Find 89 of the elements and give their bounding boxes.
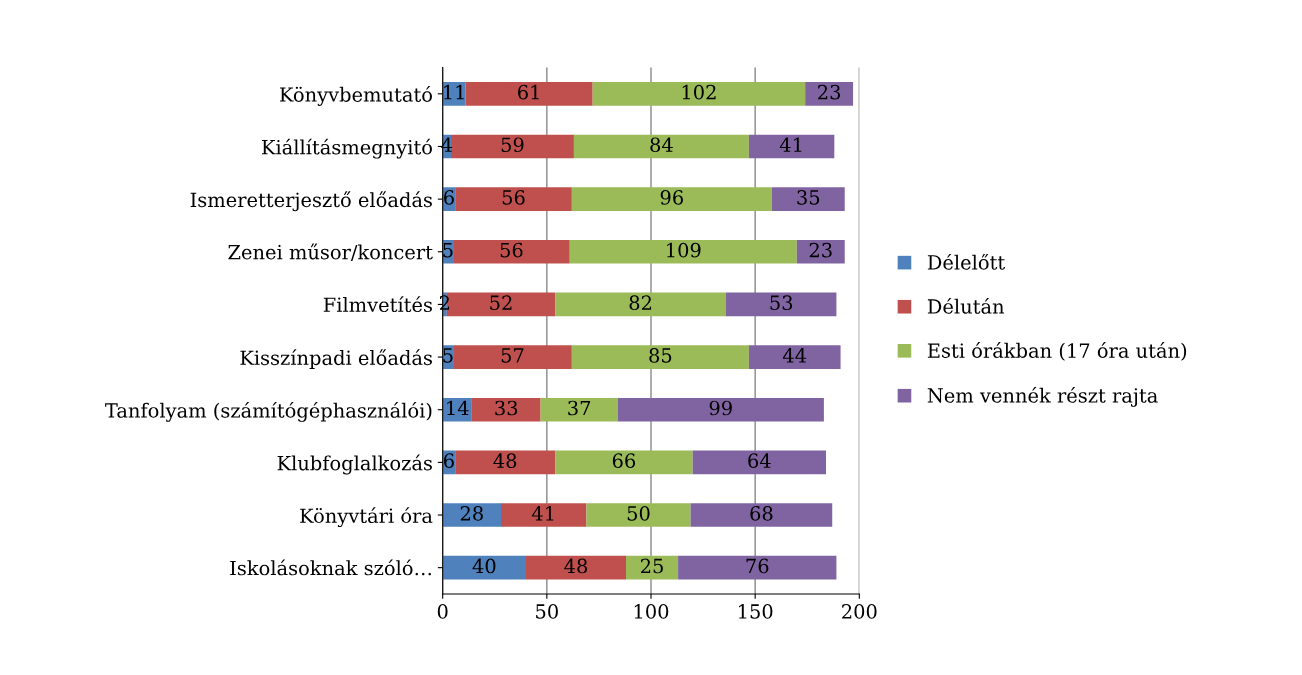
data-label: 28: [460, 505, 483, 521]
y-tick-label: Kisszínpadi előadás: [240, 349, 432, 369]
data-label: 64: [748, 453, 771, 469]
bar: [569, 239, 797, 264]
bar: [748, 134, 835, 159]
y-tick-label: Zenei műsor/koncert: [228, 243, 433, 261]
y-tick-label: Klubfoglalkozás: [277, 454, 432, 475]
data-label: 41: [531, 505, 554, 521]
bar: [453, 239, 570, 264]
data-label: 25: [640, 558, 663, 574]
bar: [471, 397, 541, 422]
y-tick-label: Filmvetítés: [323, 296, 432, 313]
bar: [748, 345, 841, 369]
data-label: 11: [444, 84, 464, 100]
data-label: 76: [746, 558, 769, 574]
x-tick-label: 100: [634, 604, 669, 619]
legend-label: Délután: [927, 297, 1005, 314]
data-label: 52: [490, 295, 512, 311]
y-tick-label: Könyvbemutató: [279, 86, 432, 106]
bar: [678, 555, 837, 580]
bar: [571, 345, 749, 369]
data-label: 85: [649, 348, 672, 363]
bar: [771, 187, 845, 211]
x-tick-label: 150: [738, 604, 773, 619]
data-label: 59: [501, 137, 524, 153]
data-label: 57: [501, 348, 524, 363]
bar: [455, 450, 556, 475]
x-tick-label: 50: [536, 604, 558, 619]
bar: [555, 292, 726, 317]
bar: [692, 450, 826, 475]
data-label: 41: [779, 137, 802, 152]
data-label: 14: [447, 400, 469, 416]
bar: [617, 397, 824, 422]
data-label: 44: [782, 348, 807, 363]
legend-label: Esti órákban (17 óra után): [927, 342, 1187, 361]
data-label: 96: [660, 190, 683, 205]
data-label: 84: [650, 137, 673, 153]
bar: [540, 397, 618, 422]
bar: [626, 555, 679, 580]
legend-label: Délelőtt: [927, 253, 1006, 270]
data-label: 61: [518, 84, 539, 100]
bar: [690, 503, 833, 527]
data-label: 35: [797, 190, 820, 205]
data-label: 66: [612, 453, 636, 469]
bar: [465, 81, 593, 106]
bar: [573, 134, 749, 159]
data-label: 5: [443, 348, 453, 363]
data-label: 53: [770, 295, 793, 311]
y-tick-label: Könyvtári óra: [300, 507, 433, 528]
y-tick-label: Kiállításmegnyitó: [262, 138, 432, 159]
data-label: 99: [709, 400, 732, 416]
bar: [571, 187, 772, 211]
bar: [453, 345, 572, 369]
bar: [586, 503, 691, 527]
data-label: 50: [627, 505, 650, 521]
data-label: 33: [495, 400, 518, 416]
data-label: 68: [750, 505, 773, 521]
data-label: 5: [443, 242, 453, 258]
bar: [442, 503, 502, 527]
data-label: 6: [444, 453, 454, 469]
bar: [501, 503, 587, 527]
bar: [726, 292, 837, 317]
x-tick-label: 0: [437, 604, 448, 619]
bar: [526, 555, 626, 580]
data-label: 40: [472, 558, 496, 574]
bar: [555, 450, 693, 475]
x-tick-label: 200: [842, 604, 877, 619]
y-tick-label: Iskolásoknak szóló…: [230, 559, 431, 576]
data-label: 82: [629, 295, 652, 311]
data-label: 102: [682, 84, 716, 100]
legend-label: Nem vennék részt rajta: [927, 386, 1158, 407]
data-label: 2: [439, 295, 450, 310]
bar: [455, 187, 572, 211]
bar: [796, 239, 845, 264]
y-tick-label: Tanfolyam (számítógéphasználói): [105, 401, 432, 422]
bar: [451, 134, 574, 159]
data-label: 48: [493, 453, 517, 469]
data-label: 6: [444, 190, 454, 205]
bar: [592, 81, 806, 106]
data-label: 48: [564, 558, 588, 574]
data-label: 23: [809, 242, 832, 258]
data-label: 109: [667, 242, 701, 258]
data-label: 56: [500, 242, 523, 258]
data-label: 56: [502, 190, 525, 205]
bar: [442, 555, 527, 580]
data-label: 23: [818, 84, 841, 100]
bar: [805, 81, 854, 106]
data-label: 37: [568, 400, 591, 416]
y-tick-label: Ismeretterjesztő előadás: [190, 191, 432, 212]
